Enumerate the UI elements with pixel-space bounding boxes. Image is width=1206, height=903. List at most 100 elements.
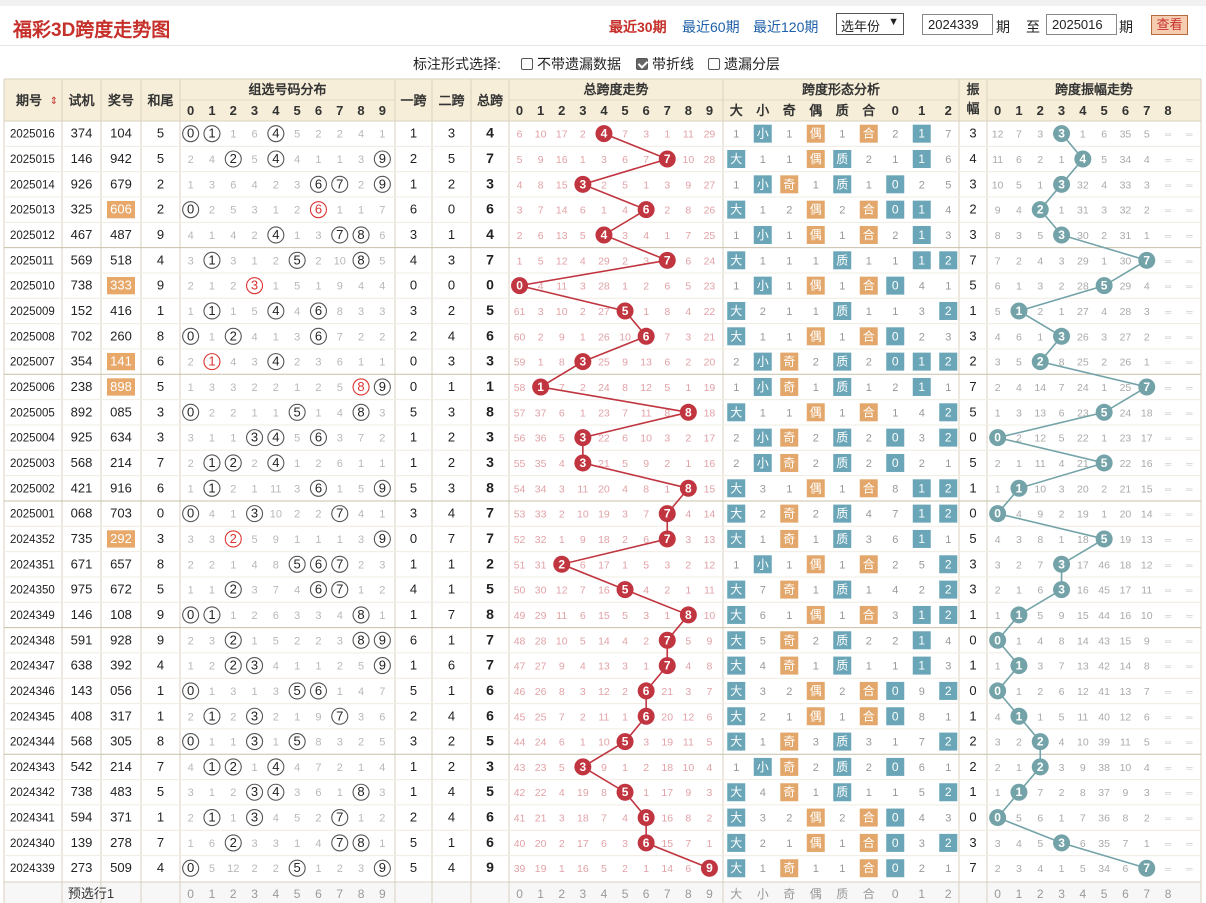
form-omission: 4: [866, 509, 872, 521]
amp-omission: 18: [1077, 534, 1089, 546]
trend-omission: 1: [580, 331, 586, 343]
row-span2: 3: [448, 126, 455, 141]
trend-omission: 5: [622, 458, 628, 470]
dist-miss: 1: [209, 787, 215, 799]
checkbox-checked-icon[interactable]: [636, 58, 648, 70]
trend-omission: 2: [580, 129, 586, 141]
form-omission: 1: [786, 255, 792, 267]
col-header-amplitude-1: 振: [966, 82, 979, 97]
form-omission: 1: [866, 382, 872, 394]
trend-omission: 2: [622, 534, 628, 546]
dist-circle: [203, 125, 221, 143]
form-omission: 4: [760, 661, 766, 673]
amp-omission: 36: [1098, 813, 1110, 825]
option-no-omission-label: 不带遗漏数据: [537, 56, 621, 72]
amp-omission: 44: [1098, 610, 1110, 622]
row-span1: 5: [410, 835, 417, 850]
amp-omission: 2: [1101, 483, 1107, 495]
trend-omission: 4: [622, 635, 628, 647]
dist-miss: 3: [294, 787, 300, 799]
issue-suffix-label: 期: [996, 19, 1010, 35]
row-span-total: 3: [486, 429, 494, 445]
row-trial: 738: [71, 278, 93, 293]
dist-hit: 8: [357, 404, 364, 419]
recent-30-link[interactable]: 最近30期: [609, 19, 667, 35]
form-value: 大: [730, 709, 742, 723]
dist-hit: 7: [336, 506, 343, 521]
amp-omission: 17: [1141, 433, 1153, 445]
dist-hit: 6: [315, 582, 322, 597]
amp-omission: 7: [1059, 382, 1065, 394]
option-with-line[interactable]: 带折线: [636, 54, 694, 74]
trend-omission: 1: [580, 737, 586, 749]
amp-empty: ═: [1185, 484, 1193, 494]
footer-dist-digit: 1: [209, 887, 216, 901]
dist-miss: 5: [358, 483, 364, 495]
form-omission: 5: [919, 787, 925, 799]
amp-empty: ═: [1164, 332, 1172, 342]
trend-digit-header: 9: [706, 103, 713, 118]
form-omission: 6: [760, 610, 766, 622]
footer-label: 预选行1: [68, 886, 114, 901]
form-badge: [727, 149, 746, 168]
dist-miss: 5: [251, 306, 257, 318]
amp-omission: 1: [1059, 534, 1065, 546]
from-issue-input[interactable]: 2024339: [922, 14, 993, 35]
amp-omission: 14: [1141, 509, 1153, 521]
form-value: 1: [918, 355, 925, 369]
to-issue-input[interactable]: 2025016: [1046, 14, 1117, 35]
amp-omission: 18: [1141, 407, 1153, 419]
dist-hit: 6: [315, 556, 322, 571]
span-ball-label: 1: [537, 380, 544, 394]
trend-omission: 6: [685, 863, 691, 875]
trend-omission: 2: [601, 179, 607, 191]
top-toolbar: 福彩3D跨度走势图 最近30期 最近60期 最近120期 选年份 ▼ 20243…: [0, 0, 1206, 46]
row-amplitude: 3: [969, 556, 976, 571]
trend-omission: 3: [580, 686, 586, 698]
checkbox-icon[interactable]: [708, 58, 720, 70]
span-ball-label: 7: [664, 253, 671, 267]
trend-omission: 1: [643, 179, 649, 191]
form-omission: 1: [760, 205, 766, 217]
row-span2: 1: [448, 556, 455, 571]
form-value: 0: [892, 355, 899, 369]
row-issue: 2025007: [10, 357, 55, 369]
query-button[interactable]: 查看: [1151, 15, 1188, 35]
row-sum-tail: 7: [157, 455, 164, 470]
amp-omission: 3: [1101, 331, 1107, 343]
dist-hit: 3: [251, 506, 258, 521]
amp-omission: 3: [1016, 534, 1022, 546]
amp-omission: 2: [1016, 255, 1022, 267]
option-layered[interactable]: 遗漏分层: [708, 54, 780, 74]
option-no-omission[interactable]: 不带遗漏数据: [521, 54, 621, 74]
trend-omission: 16: [598, 585, 610, 597]
footer-dist-digit: 6: [315, 887, 322, 901]
trend-omission: 3: [707, 787, 713, 799]
trend-omission: 8: [559, 357, 565, 369]
form-badge: [939, 504, 958, 523]
trend-omission: 1: [517, 255, 523, 267]
amp-ball-label: 1: [1016, 659, 1023, 673]
trend-omission: 6: [707, 711, 713, 723]
form-badge: [727, 479, 746, 498]
amp-empty: ═: [1164, 535, 1172, 545]
form-value: 1: [918, 203, 925, 217]
dist-miss: 3: [358, 711, 364, 723]
dist-hit: 1: [208, 759, 215, 774]
form-omission: 7: [919, 737, 925, 749]
form-value: 奇: [783, 633, 795, 647]
amp-ball-label: 3: [1058, 583, 1065, 597]
form-badge: [806, 707, 825, 726]
form-omission: 1: [945, 863, 951, 875]
form-omission: 1: [786, 129, 792, 141]
row-prize: 292: [110, 531, 132, 546]
checkbox-icon[interactable]: [521, 58, 533, 70]
year-select[interactable]: 选年份 ▼: [836, 13, 904, 35]
footer-amp-digit: 1: [1016, 887, 1023, 901]
trend-omission: 12: [704, 559, 716, 571]
trend-omission: 5: [580, 635, 586, 647]
form-badge: [912, 529, 931, 548]
amp-omission: 9: [1037, 509, 1043, 521]
recent-120-link[interactable]: 最近120期: [753, 19, 819, 35]
recent-60-link[interactable]: 最近60期: [682, 19, 740, 35]
